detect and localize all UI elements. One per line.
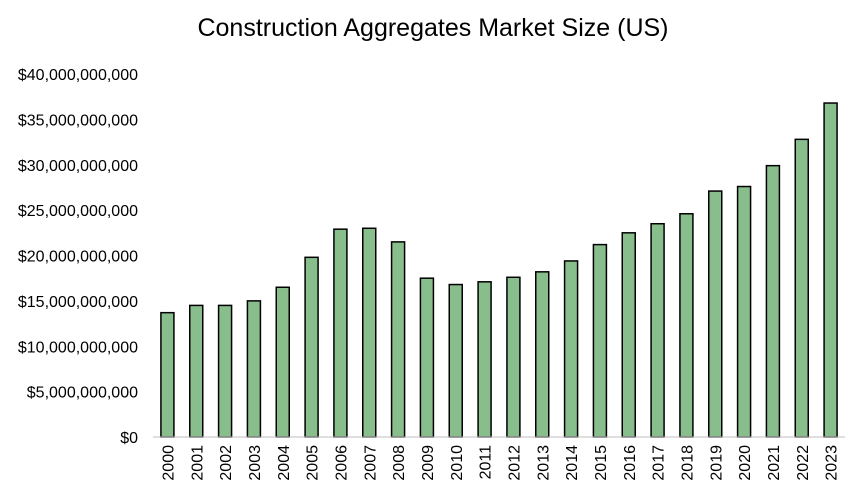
bar-2016 [621, 232, 636, 438]
x-tick-label: 2002 [218, 445, 235, 481]
x-tick-label: 2004 [276, 445, 293, 481]
bar-2000 [160, 311, 175, 438]
x-tick-label: 2009 [420, 445, 437, 481]
x-tick-label: 2011 [478, 445, 495, 480]
bar-2019 [708, 190, 723, 438]
y-tick-label: $30,000,000,000 [18, 158, 138, 175]
x-tick-label: 2014 [564, 445, 581, 481]
x-tick-label: 2006 [333, 445, 350, 481]
x-tick-label: 2021 [766, 445, 783, 481]
y-tick-label: $10,000,000,000 [18, 339, 138, 356]
bar-2009 [419, 277, 435, 438]
y-tick-label: $15,000,000,000 [18, 294, 138, 311]
bar-2001 [189, 304, 204, 438]
bar-2022 [794, 138, 809, 438]
y-tick-label: $20,000,000,000 [18, 249, 138, 266]
bar-2004 [275, 286, 290, 438]
x-tick-label: 2005 [305, 445, 322, 481]
x-tick-label: 2023 [824, 445, 841, 481]
y-tick-label: $35,000,000,000 [18, 112, 138, 129]
bar-2005 [304, 256, 319, 438]
bar-2013 [535, 271, 550, 438]
bar-2018 [679, 213, 694, 438]
x-tick-label: 2019 [708, 445, 725, 481]
bar-2017 [650, 222, 665, 438]
chart-title: Construction Aggregates Market Size (US) [197, 14, 669, 42]
x-tick-label: 2001 [189, 445, 206, 481]
y-axis-labels: $0 $5,000,000,000 $10,000,000,000 $15,000,0… [18, 67, 138, 447]
bar-2008 [390, 241, 406, 438]
y-tick-label: $5,000,000,000 [27, 385, 138, 402]
x-tick-label: 2008 [391, 445, 408, 481]
x-tick-label: 2003 [247, 445, 264, 481]
x-tick-label: 2007 [362, 445, 379, 481]
bar-2011 [477, 281, 492, 438]
bar-2002 [217, 304, 233, 438]
x-tick-label: 2022 [795, 445, 812, 481]
bar-2015 [592, 243, 608, 438]
x-tick-label: 2016 [622, 445, 639, 481]
bar-2020 [736, 185, 752, 438]
bar-2010 [448, 283, 463, 438]
y-tick-label: $25,000,000,000 [18, 203, 138, 220]
x-tick-label: 2015 [593, 445, 610, 481]
x-tick-label: 2012 [506, 445, 523, 481]
x-tick-label: 2000 [160, 445, 177, 481]
y-tick-label: $40,000,000,000 [18, 67, 138, 84]
bar-2012 [506, 276, 521, 438]
bar-2023 [823, 102, 838, 438]
y-tick-label: $0 [120, 430, 138, 447]
x-tick-label: 2013 [535, 445, 552, 481]
bar-2006 [333, 228, 348, 438]
bar-2007 [362, 227, 377, 438]
x-tick-label: 2017 [651, 445, 668, 481]
bar-2003 [246, 300, 262, 438]
x-tick-label: 2018 [679, 445, 696, 481]
bars [160, 102, 838, 438]
bar-2014 [563, 260, 579, 438]
bar-2021 [765, 164, 781, 438]
x-axis-labels: 2000 2001 2002 2003 2004 2005 2006 2007 2008 2009… [160, 445, 840, 481]
x-tick-label: 2020 [737, 445, 754, 481]
x-tick-label: 2010 [449, 445, 466, 481]
